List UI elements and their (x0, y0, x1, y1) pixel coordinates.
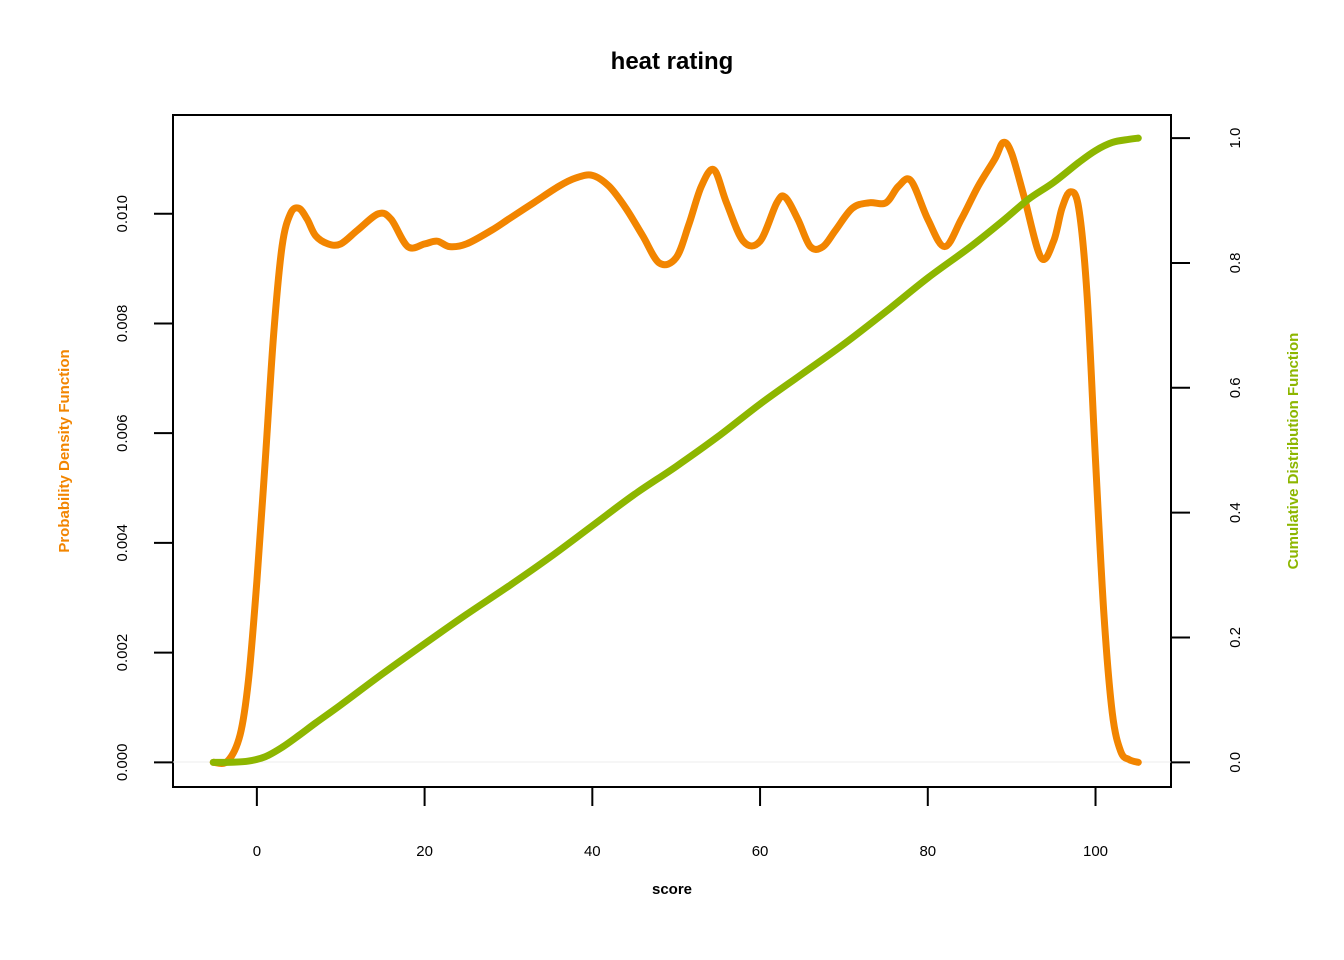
y-left-tick-label: 0.004 (114, 524, 131, 562)
pdf-line (209, 138, 1142, 768)
x-tick-label: 80 (919, 843, 936, 860)
x-tick-label: 20 (416, 843, 433, 860)
y-left-tick-label: 0.010 (114, 195, 131, 233)
x-axis-label: score (652, 881, 692, 898)
y-right-tick-label: 0.0 (1227, 752, 1244, 773)
y-left-tick-label: 0.002 (114, 634, 131, 672)
y-axis-left-label: Probability Density Function (56, 349, 73, 552)
y-right-tick-label: 0.8 (1227, 253, 1244, 274)
x-tick-label: 40 (584, 843, 601, 860)
y-right-tick-label: 0.6 (1227, 377, 1244, 398)
x-axis: 0 20 40 60 80 100 (253, 787, 1108, 860)
y-right-tick-label: 0.4 (1227, 502, 1244, 523)
x-tick-label: 60 (752, 843, 769, 860)
y-left-tick-label: 0.000 (114, 744, 131, 782)
y-axis-right: 0.0 0.2 0.4 0.6 0.8 1.0 (1171, 128, 1244, 773)
x-tick-label: 100 (1083, 843, 1108, 860)
cdf-line (209, 134, 1142, 766)
y-left-tick-label: 0.008 (114, 305, 131, 343)
y-left-tick-label: 0.006 (114, 414, 131, 452)
series-layer (209, 134, 1142, 768)
y-right-tick-label: 0.2 (1227, 627, 1244, 648)
y-right-tick-label: 1.0 (1227, 128, 1244, 149)
y-axis-right-label: Cumulative Distribution Function (1285, 333, 1302, 570)
x-tick-label: 0 (253, 843, 261, 860)
chart-title: heat rating (611, 48, 734, 75)
y-axis-left: 0.000 0.002 0.004 0.006 0.008 0.010 (114, 195, 174, 782)
plot-frame (172, 114, 1172, 788)
